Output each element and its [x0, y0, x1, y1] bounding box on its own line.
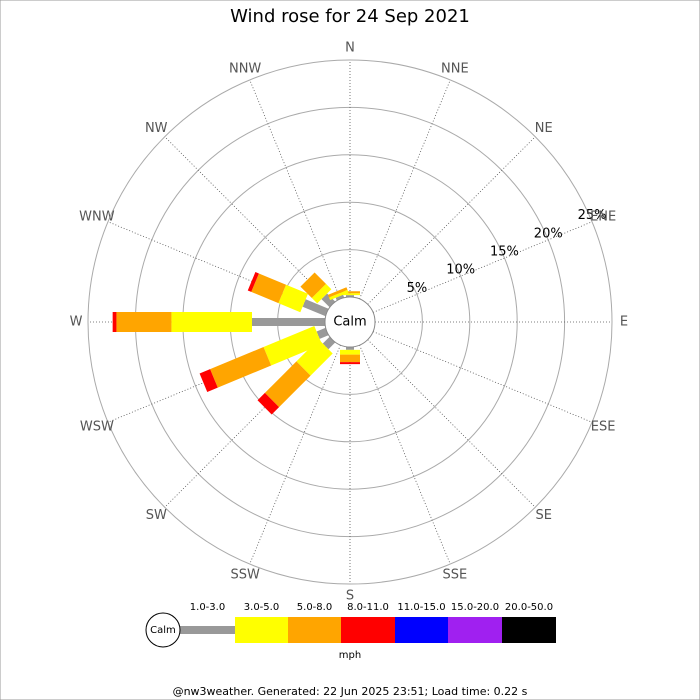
- bar-segment: [210, 346, 272, 388]
- direction-label: NE: [535, 121, 553, 136]
- bar-segment: [340, 362, 360, 365]
- r-tick-label: 20%: [534, 226, 563, 241]
- direction-label: W: [70, 315, 83, 330]
- bar-segment: [263, 325, 322, 366]
- bar-segment: [199, 369, 218, 392]
- legend-label: 15.0-20.0: [451, 602, 499, 613]
- bar-segment: [257, 392, 280, 415]
- bar-segment: [346, 347, 354, 350]
- legend-label: 11.0-15.0: [397, 602, 445, 613]
- direction-label: NNW: [229, 61, 261, 76]
- bar-segment: [302, 299, 329, 317]
- bar-segment: [112, 312, 117, 332]
- spoke: [372, 331, 593, 423]
- bar-segment: [327, 287, 348, 298]
- r-tick-label: 5%: [407, 281, 428, 296]
- legend-swatch: [288, 617, 341, 643]
- spoke: [249, 79, 341, 300]
- calm-circle: [324, 296, 376, 348]
- bar-segment: [264, 361, 311, 408]
- bar-segment: [252, 318, 325, 326]
- bar-segment: [321, 293, 336, 308]
- spoke: [359, 79, 451, 300]
- bar-segment: [251, 273, 287, 304]
- direction-label: WSW: [80, 419, 114, 434]
- bar-segment: [116, 312, 172, 332]
- bar-segment: [171, 312, 253, 332]
- bar-segment: [340, 349, 360, 355]
- direction-label: NNE: [441, 61, 469, 76]
- direction-label: SE: [536, 508, 552, 523]
- legend-label: 8.0-11.0: [347, 602, 389, 613]
- bar-segment: [247, 271, 259, 292]
- direction-label: SSE: [442, 568, 467, 583]
- legend-label: 3.0-5.0: [244, 602, 279, 613]
- r-tick-label: 10%: [446, 263, 475, 278]
- bar-segment: [346, 295, 354, 297]
- legend-label: 20.0-50.0: [505, 602, 553, 613]
- bar-segment: [278, 284, 308, 313]
- legend-swatch: [180, 626, 235, 634]
- chart-title: Wind rose for 24 Sep 2021: [230, 6, 470, 27]
- bar-segment: [311, 283, 332, 304]
- grid-ring: [87, 59, 613, 585]
- bar-segment: [296, 339, 333, 376]
- legend-label: 1.0-3.0: [190, 602, 225, 613]
- spoke: [367, 136, 536, 305]
- spoke: [367, 339, 536, 508]
- direction-label: SW: [146, 508, 167, 523]
- unit-label: mph: [339, 650, 361, 661]
- spoke: [164, 136, 333, 305]
- legend-swatch: [448, 617, 502, 643]
- direction-label: ENE: [590, 210, 616, 225]
- legend-calm-label: Calm: [150, 625, 176, 636]
- bar-segment: [335, 294, 345, 301]
- direction-label: SSW: [230, 568, 260, 583]
- calm-label: Calm: [333, 315, 366, 330]
- direction-label: E: [620, 315, 628, 330]
- direction-label: NW: [145, 121, 168, 136]
- bar-segment: [316, 327, 329, 339]
- footer: @nw3weather. Generated: 22 Jun 2025 23:5…: [173, 685, 528, 698]
- r-tick-label: 25%: [578, 208, 607, 223]
- legend-calm: [145, 612, 181, 648]
- direction-label: WNW: [79, 210, 115, 225]
- legend-label: 5.0-8.0: [297, 602, 332, 613]
- bar-segment: [329, 289, 349, 301]
- legend-swatch: [341, 617, 395, 643]
- direction-label: ESE: [591, 419, 616, 434]
- direction-label: N: [345, 41, 355, 56]
- bar-segment: [300, 272, 326, 298]
- direction-label: S: [346, 589, 354, 604]
- legend-swatch: [502, 617, 556, 643]
- spoke: [249, 344, 341, 565]
- r-tick-label: 15%: [490, 245, 519, 260]
- legend-swatch: [235, 617, 288, 643]
- spoke: [359, 344, 451, 565]
- spoke: [372, 221, 593, 313]
- legend-swatch: [395, 617, 448, 643]
- bar-segment: [340, 354, 360, 363]
